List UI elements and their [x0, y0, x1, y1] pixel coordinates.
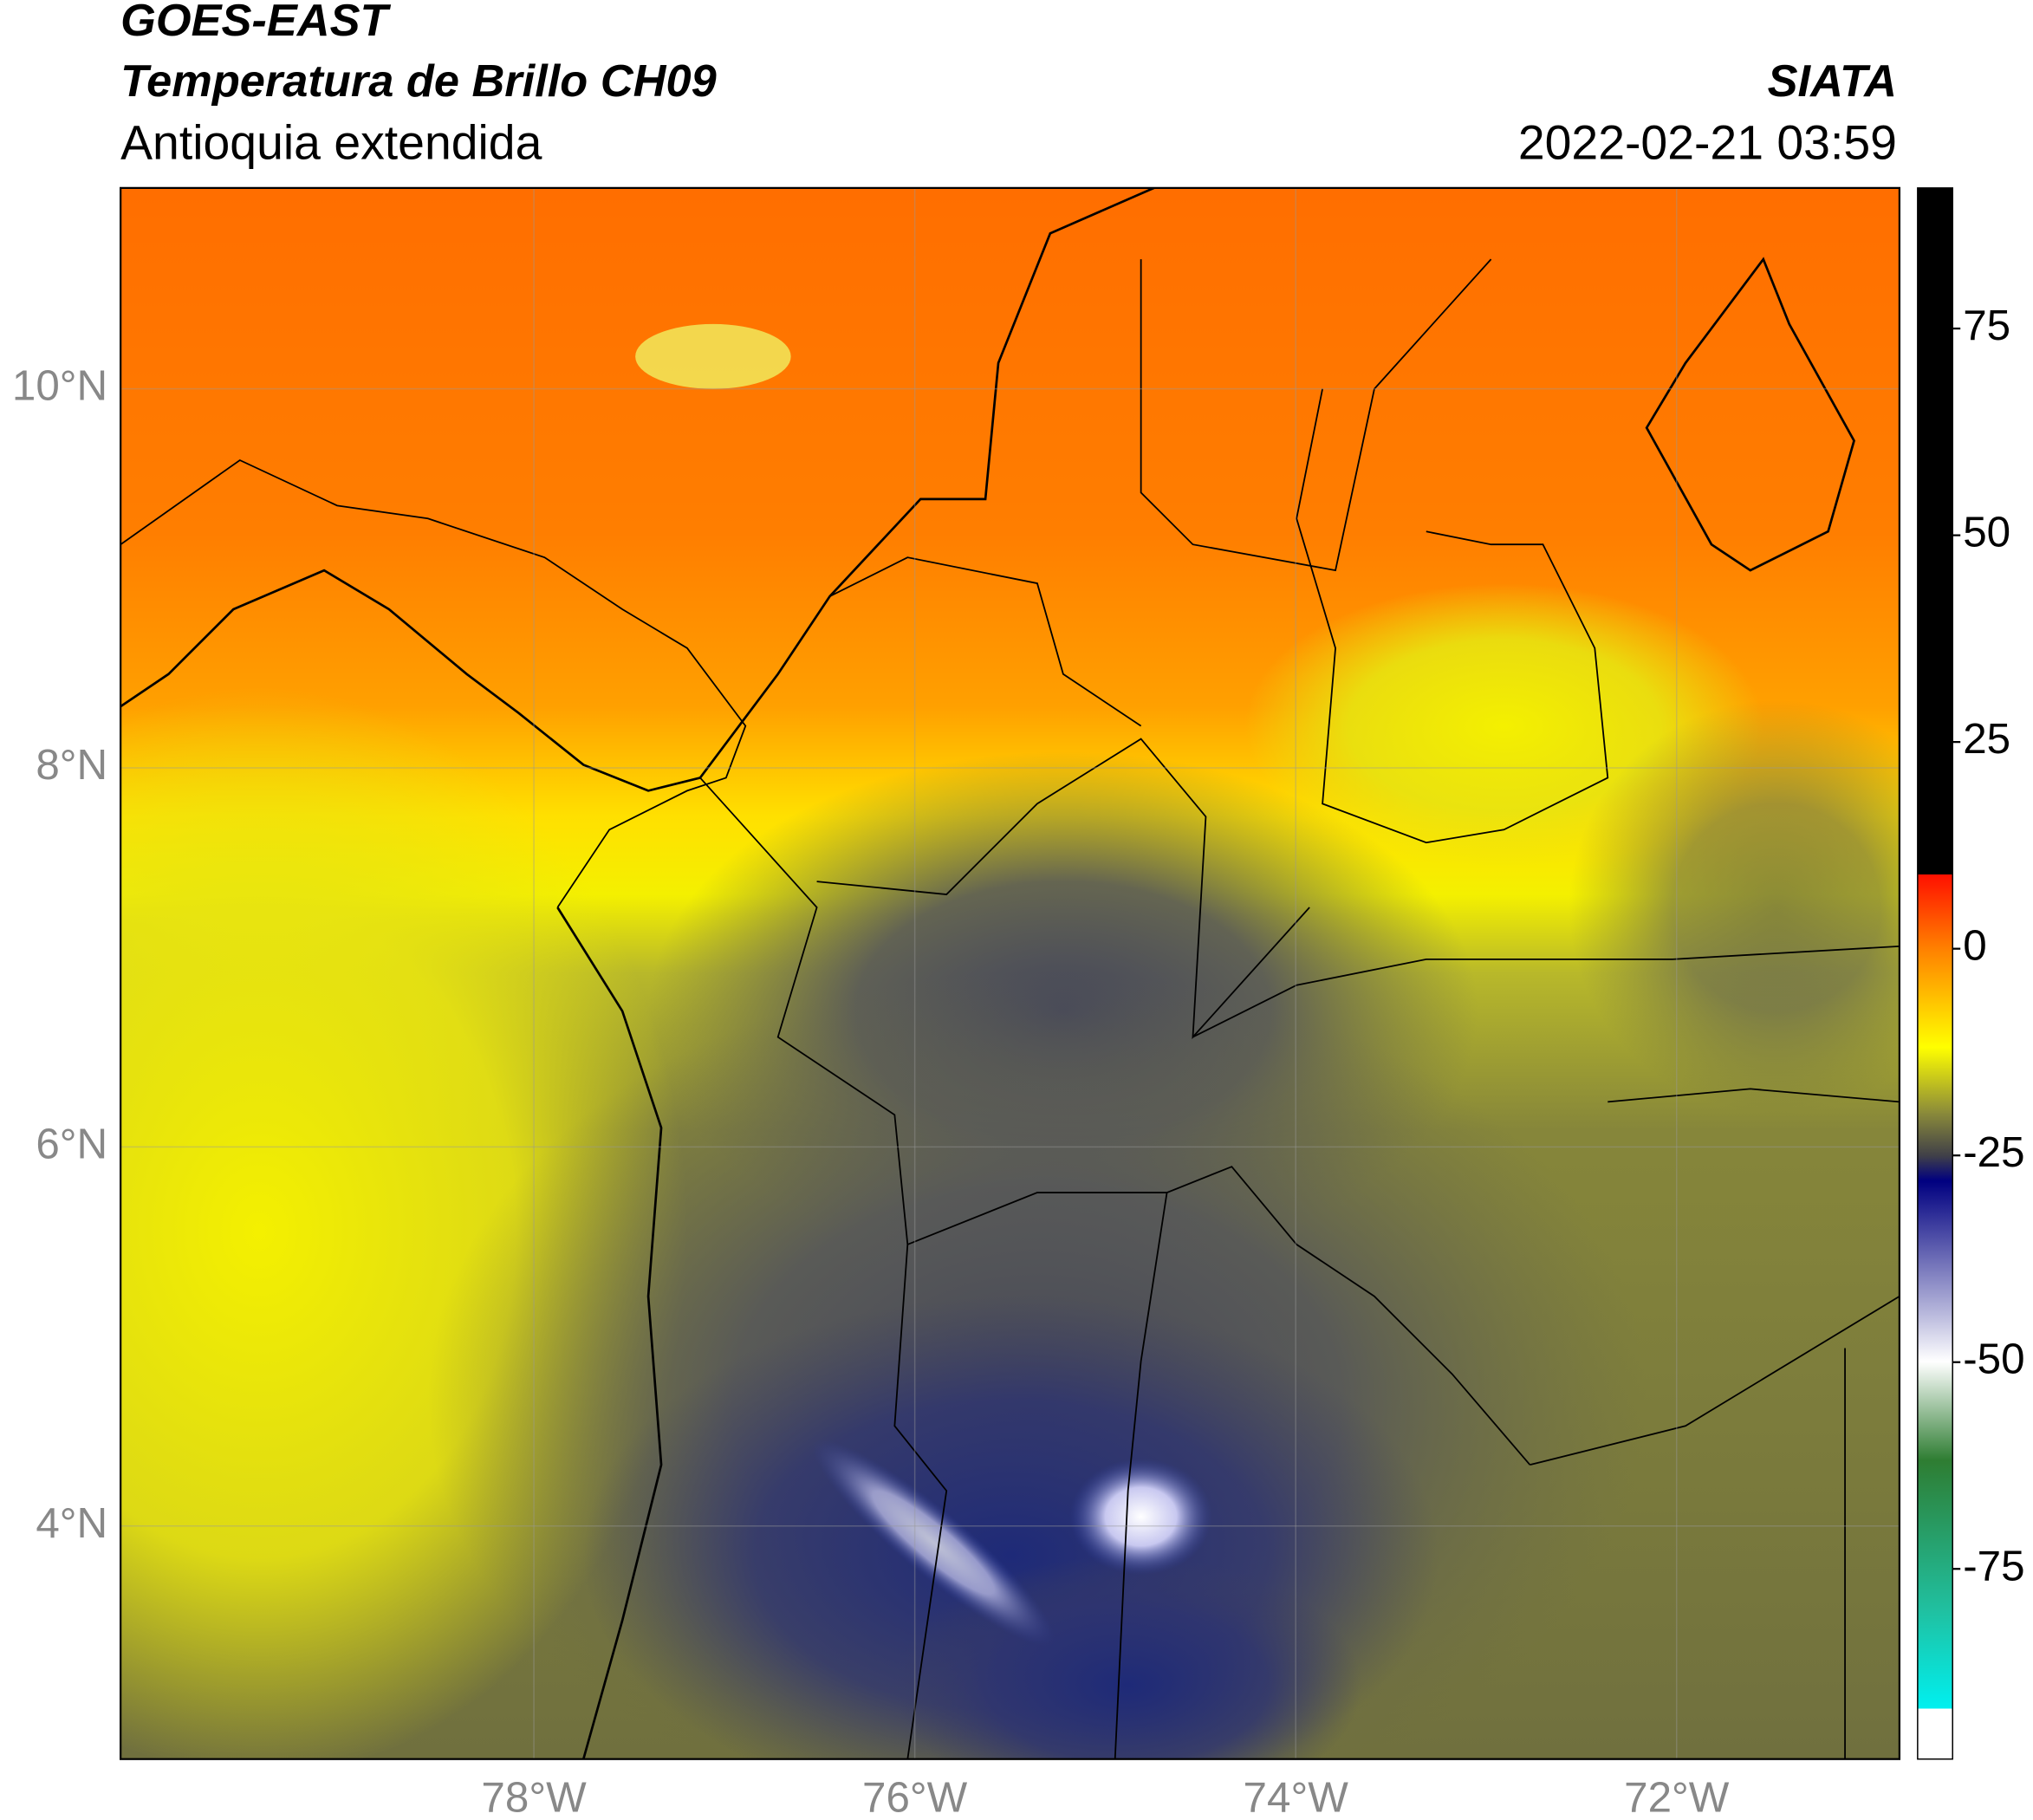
y-tick-label: 6°N: [36, 1120, 107, 1167]
map-frame: [120, 186, 1901, 1760]
y-tick-label: 8°N: [36, 741, 107, 789]
region: Antioquia extendida: [120, 116, 542, 170]
title: GOES-EAST: [120, 0, 391, 46]
source: SIATA: [1768, 56, 1897, 107]
x-tick-label: 74°W: [1244, 1774, 1349, 1820]
datetime: 2022-02-21 03:59: [1518, 116, 1897, 170]
colorbar-tick-label: -75: [1963, 1542, 2024, 1589]
colorbar-tick-label: -50: [1963, 1336, 2024, 1383]
colorbar-tick-label: 50: [1963, 509, 2010, 556]
grid: [120, 187, 1900, 1759]
x-tick-label: 76°W: [862, 1774, 968, 1820]
colorbar-tick-label: 0: [1963, 922, 1986, 970]
colorbar: [1917, 187, 1953, 1760]
y-tick-label: 4°N: [36, 1499, 107, 1547]
x-tick-label: 72°W: [1624, 1774, 1730, 1820]
subtitle: Temperatura de Brillo CH09: [120, 56, 717, 107]
colorbar-tick-label: 75: [1963, 302, 2010, 349]
map-image: [120, 187, 1900, 1759]
x-tick-label: 78°W: [481, 1774, 587, 1820]
colorbar-tick-label: 25: [1963, 715, 2010, 763]
colorbar-tick-label: -25: [1963, 1128, 2024, 1176]
y-tick-label: 10°N: [12, 362, 107, 410]
